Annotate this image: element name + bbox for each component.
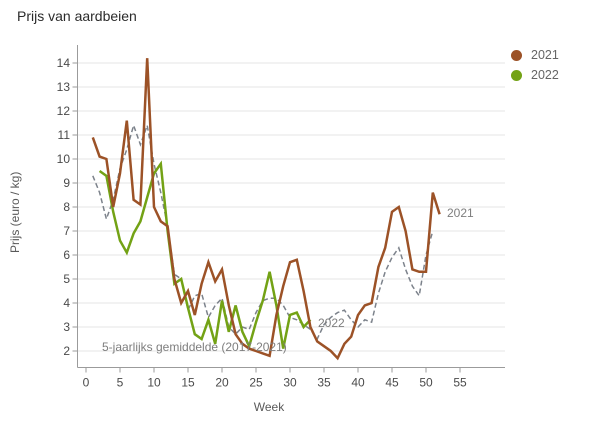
legend-label-2022: 2022: [531, 68, 559, 82]
legend: 2021 2022: [511, 45, 559, 85]
svg-text:55: 55: [453, 376, 467, 390]
svg-text:5: 5: [63, 272, 70, 286]
svg-text:6: 6: [63, 248, 70, 262]
svg-text:7: 7: [63, 224, 70, 238]
svg-text:35: 35: [317, 376, 331, 390]
svg-text:5: 5: [117, 376, 124, 390]
svg-text:3: 3: [63, 320, 70, 334]
series-2022-end-annotation: 2022: [318, 316, 345, 330]
svg-text:12: 12: [57, 104, 71, 118]
svg-text:13: 13: [57, 80, 71, 94]
svg-text:45: 45: [385, 376, 399, 390]
svg-text:40: 40: [351, 376, 365, 390]
svg-text:15: 15: [181, 376, 195, 390]
svg-text:25: 25: [249, 376, 263, 390]
svg-text:50: 50: [419, 376, 433, 390]
svg-text:8: 8: [63, 200, 70, 214]
legend-swatch-2021-icon: [511, 49, 522, 61]
svg-text:10: 10: [57, 152, 71, 166]
svg-text:2: 2: [63, 344, 70, 358]
legend-item-2022[interactable]: 2022: [511, 65, 559, 85]
legend-swatch-2022-icon: [511, 69, 522, 81]
svg-text:20: 20: [215, 376, 229, 390]
series-2021-end-annotation: 2021: [447, 206, 474, 220]
legend-item-2021[interactable]: 2021: [511, 45, 559, 65]
avg-series-annotation: 5-jaarlijks gemiddelde (2017-2021): [102, 340, 287, 354]
svg-text:14: 14: [57, 56, 71, 70]
x-axis-title: Week: [253, 400, 285, 414]
svg-text:9: 9: [63, 176, 70, 190]
svg-text:11: 11: [58, 128, 71, 142]
chart-title: Prijs van aardbeien: [17, 8, 137, 24]
svg-text:4: 4: [63, 296, 70, 310]
svg-text:30: 30: [283, 376, 297, 390]
legend-label-2021: 2021: [531, 48, 559, 62]
svg-text:0: 0: [83, 376, 90, 390]
svg-text:10: 10: [147, 376, 161, 390]
